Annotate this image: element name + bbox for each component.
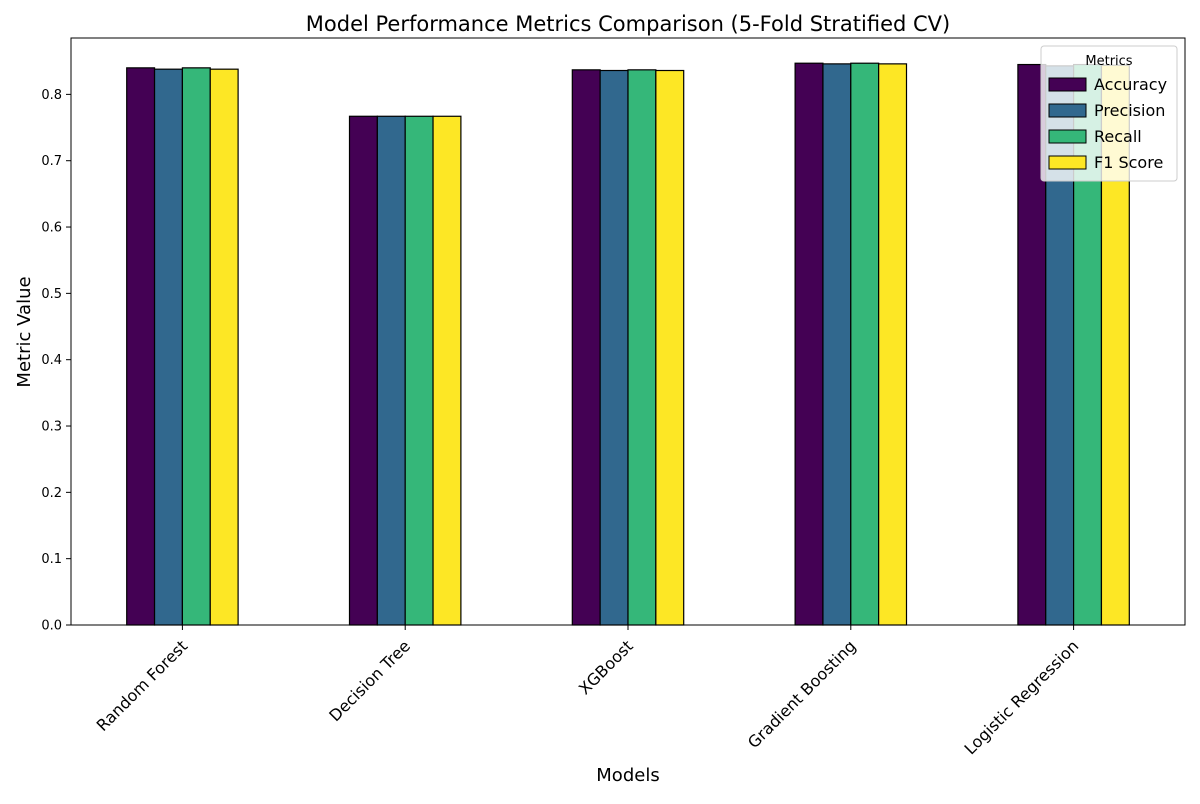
y-tick-label: 0.2 [41,486,62,501]
bar [850,62,880,626]
bar [878,63,908,626]
y-tick-label: 0.6 [41,221,62,236]
legend-label: Precision [1094,101,1165,120]
x-tick-label: Random Forest [93,636,192,735]
y-tick-label: 0.7 [41,154,62,169]
legend-title: Metrics [1085,54,1132,69]
y-tick-label: 0.3 [41,420,62,435]
x-tick-label: Logistic Regression [960,636,1082,758]
chart-title: Model Performance Metrics Comparison (5-… [306,12,950,36]
bar [126,67,156,626]
bar [181,67,211,626]
y-axis-label: Metric Value [14,276,35,387]
bar [348,115,378,626]
bar [794,62,824,626]
legend-label: Accuracy [1094,75,1167,94]
y-tick-label: 0.1 [41,552,62,567]
x-tick-label: Gradient Boosting [744,636,860,752]
bar [822,63,852,626]
bar [599,69,629,626]
bar [655,69,685,626]
legend-swatch [1048,129,1087,144]
bar [432,115,462,626]
bars-layer [126,62,1130,626]
y-tick-label: 0.5 [41,287,62,302]
legend-label: F1 Score [1094,153,1163,172]
bar [209,68,239,626]
y-tick-label: 0.0 [41,619,62,634]
bar [153,68,184,626]
x-axis-label: Models [596,765,659,786]
x-tick-label: XGBoost [575,636,637,698]
bar [376,115,406,626]
legend-swatch [1048,77,1087,92]
bar [404,115,434,626]
bar [627,69,657,626]
bar [571,69,601,626]
legend-swatch [1048,103,1087,118]
legend-swatch [1048,155,1087,170]
y-tick-label: 0.4 [41,353,62,368]
y-tick-label: 0.8 [41,88,62,103]
legend-label: Recall [1094,127,1142,146]
legend: Metrics Accuracy Precision Recall F1 Score [1040,45,1178,182]
x-tick-label: Decision Tree [325,636,414,725]
